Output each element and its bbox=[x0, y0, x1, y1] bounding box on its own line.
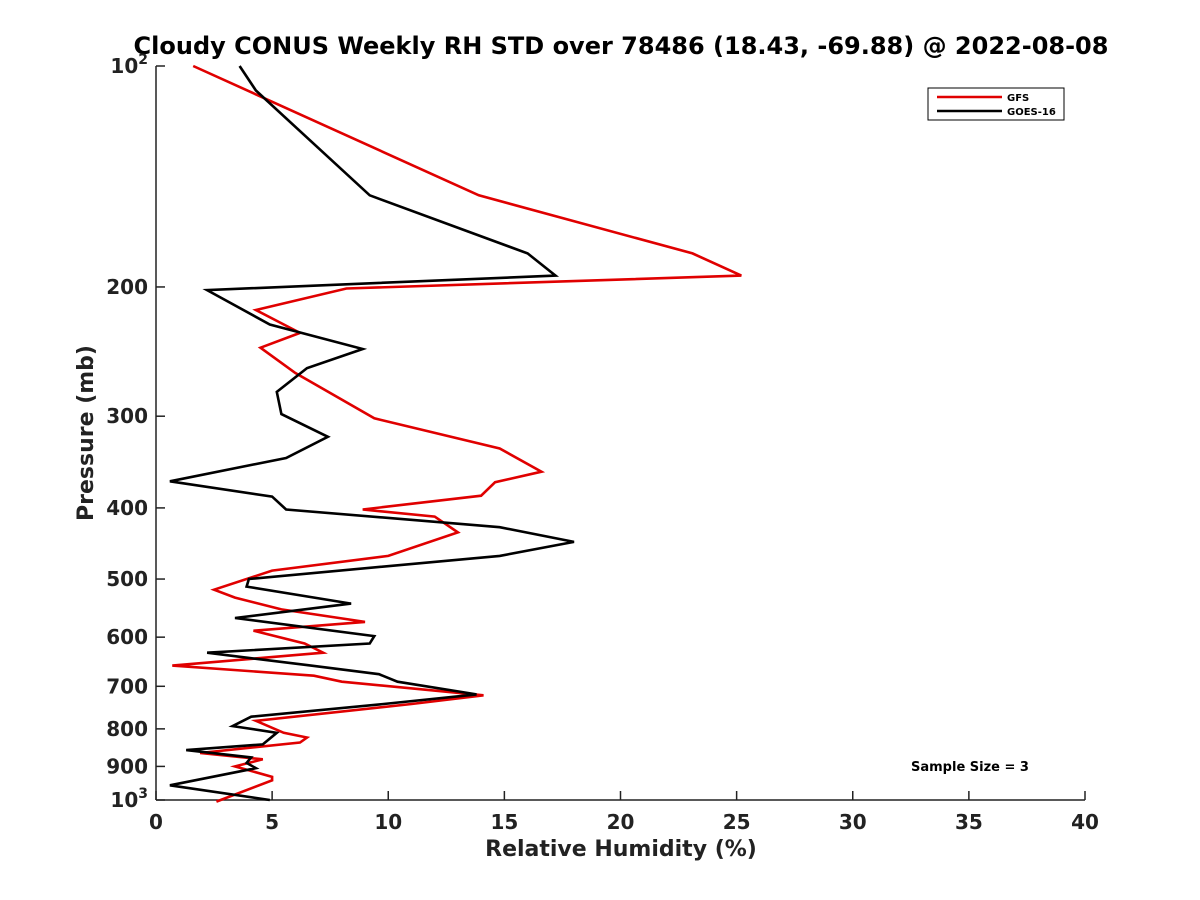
series-lines bbox=[169, 64, 742, 803]
y-tick-label: 102 bbox=[110, 52, 148, 78]
y-tick-label: 900 bbox=[106, 754, 148, 778]
x-tick-label: 25 bbox=[723, 810, 751, 834]
x-tick-label: 5 bbox=[265, 810, 279, 834]
chart-title: Cloudy CONUS Weekly RH STD over 78486 (1… bbox=[134, 32, 1109, 60]
x-tick-label: 0 bbox=[149, 810, 163, 834]
x-tick-label: 20 bbox=[607, 810, 635, 834]
y-axis-label: Pressure (mb) bbox=[74, 345, 99, 521]
y-tick-label: 200 bbox=[106, 275, 148, 299]
x-axis-ticks: 0 5 10 15 20 25 30 35 40 bbox=[149, 791, 1099, 834]
series-line-goes-16 bbox=[169, 65, 575, 802]
x-tick-label: 30 bbox=[839, 810, 867, 834]
y-tick-label: 300 bbox=[106, 404, 148, 428]
y-tick-label: 800 bbox=[106, 717, 148, 741]
y-tick-label: 400 bbox=[106, 496, 148, 520]
legend-box bbox=[927, 87, 1065, 121]
y-tick-label: 700 bbox=[106, 674, 148, 698]
series-line-gfs bbox=[172, 64, 742, 803]
x-tick-label: 10 bbox=[374, 810, 402, 834]
legend-label-gfs: GFS bbox=[1007, 93, 1029, 104]
y-tick-label: 500 bbox=[106, 567, 148, 591]
legend: GFS GOES-16 bbox=[927, 87, 1065, 121]
legend-label-goes-16: GOES-16 bbox=[1007, 107, 1056, 118]
y-tick-label: 600 bbox=[106, 625, 148, 649]
x-axis-label: Relative Humidity (%) bbox=[485, 837, 757, 862]
y-axis-ticks: 102 200 300 400 500 600 700 800 900 103 bbox=[106, 52, 165, 812]
plot-area: 0 5 10 15 20 25 30 35 40 102 200 300 400 500 600 700 80… bbox=[106, 52, 1099, 834]
x-tick-label: 15 bbox=[490, 810, 518, 834]
x-tick-label: 40 bbox=[1071, 810, 1099, 834]
y-tick-label: 103 bbox=[110, 786, 148, 812]
x-tick-label: 35 bbox=[955, 810, 983, 834]
sample-size-annotation: Sample Size = 3 bbox=[911, 760, 1029, 775]
